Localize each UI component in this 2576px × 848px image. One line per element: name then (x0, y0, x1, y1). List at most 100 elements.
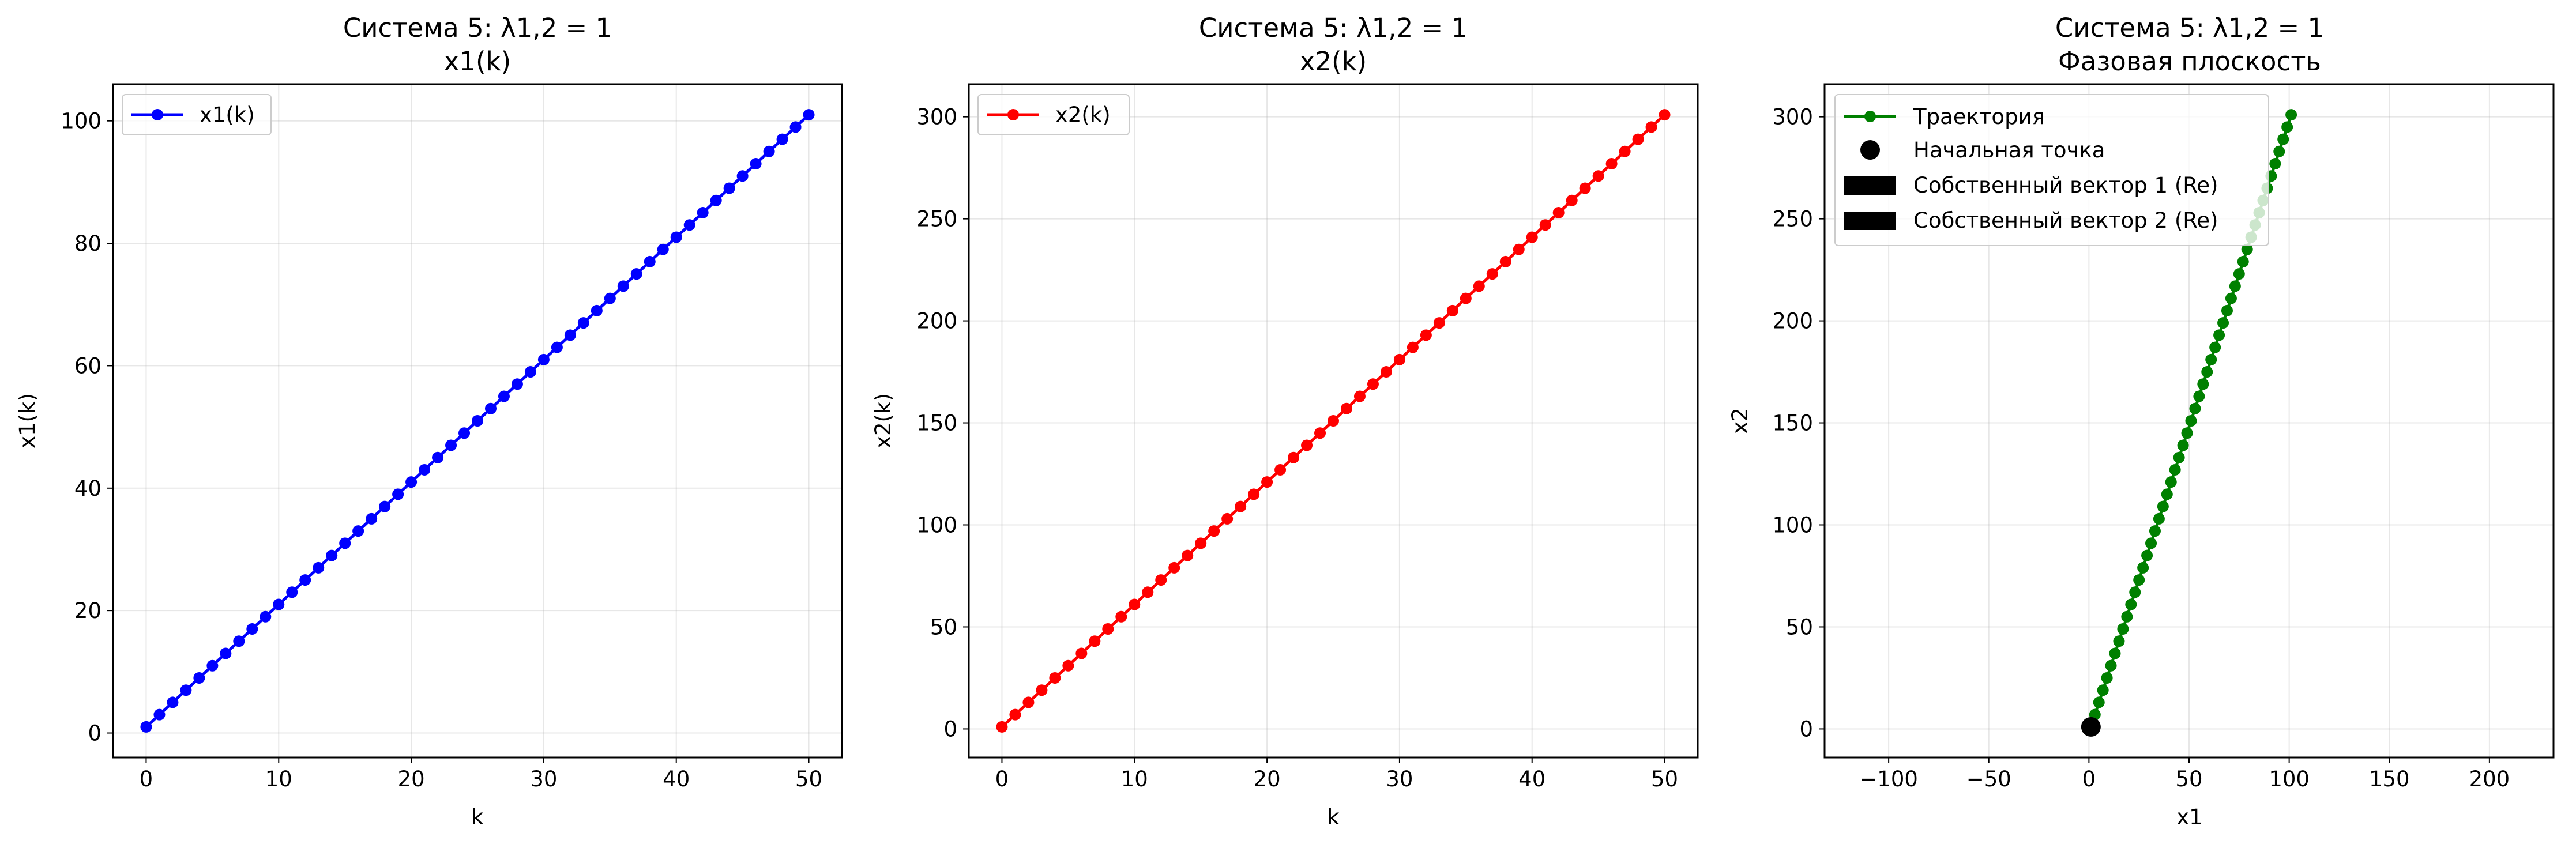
legend-marker (1007, 109, 1019, 120)
data-point (2281, 121, 2293, 133)
data-point (273, 598, 285, 610)
data-point (220, 647, 232, 659)
data-point (2173, 451, 2185, 463)
panel-title: Система 5: λ1,2 = 1 (343, 13, 612, 43)
x-tick-label: 30 (1386, 767, 1413, 792)
data-point (2197, 378, 2209, 390)
data-point (1393, 353, 1405, 365)
data-point (352, 525, 364, 537)
series-trajectory (2085, 109, 2297, 733)
y-tick-label: 60 (74, 353, 101, 378)
data-point (2273, 145, 2285, 157)
data-point (524, 366, 536, 378)
data-point (2181, 427, 2193, 439)
data-point (1288, 451, 1300, 463)
x-tick-label: 0 (140, 767, 153, 792)
y-tick-label: 250 (916, 207, 957, 232)
y-tick-label: 250 (1772, 207, 1813, 232)
x-axis-label: k (1327, 805, 1340, 830)
data-point (167, 696, 179, 708)
data-point (763, 145, 775, 157)
y-axis-label: x2(k) (871, 393, 896, 449)
data-point (1446, 304, 1458, 316)
y-tick-label: 150 (916, 411, 957, 436)
x-tick-label: 0 (2082, 767, 2096, 792)
data-point (2161, 488, 2173, 500)
y-tick-label: 20 (74, 598, 101, 623)
data-point (1235, 500, 1247, 512)
legend-label: x1(k) (200, 103, 255, 127)
data-point (432, 451, 444, 463)
data-point (604, 292, 616, 304)
data-point (1102, 623, 1114, 635)
data-point (2117, 623, 2129, 635)
data-point (630, 268, 642, 280)
x-tick-label: 30 (530, 767, 557, 792)
data-point (472, 415, 483, 427)
x-tick-label: 40 (1518, 767, 1545, 792)
panel-subtitle: x1(k) (444, 46, 511, 77)
plot-frame (1823, 83, 2555, 759)
data-point (1380, 366, 1392, 378)
data-point (2113, 635, 2125, 647)
data-point (445, 439, 457, 451)
ticks: −100 −50 0 50 100 150 200 0 50 100 150 200 250 300 (1772, 105, 2510, 792)
data-point (2225, 292, 2237, 304)
data-point (140, 721, 152, 733)
y-tick-label: 100 (1772, 513, 1813, 538)
ticks: 0 10 20 30 40 50 0 20 40 60 80 100 (61, 109, 822, 792)
data-point (2093, 696, 2105, 708)
data-point (1367, 378, 1379, 390)
data-point (657, 243, 669, 255)
ticks: 0 10 20 30 40 50 0 50 100 150 200 250 300 (916, 105, 1678, 792)
data-point (180, 684, 192, 696)
data-point (1328, 415, 1339, 427)
data-point (996, 721, 1008, 733)
y-tick-label: 50 (930, 615, 957, 639)
data-point (2201, 366, 2213, 378)
data-point (537, 353, 550, 365)
data-point (803, 109, 815, 121)
y-axis-label: x2 (1728, 408, 1753, 434)
y-tick-label: 150 (1772, 411, 1813, 436)
legend-marker-start (1860, 140, 1880, 160)
x-tick-label: 20 (398, 767, 425, 792)
y-tick-label: 0 (1799, 717, 1813, 741)
data-point (670, 231, 682, 243)
data-point (2157, 500, 2169, 512)
legend: x2(k) (977, 94, 1130, 135)
x-tick-label: 0 (995, 767, 1009, 792)
x-tick-label: 200 (2469, 767, 2510, 792)
y-tick-label: 50 (1786, 615, 1813, 639)
data-point (1460, 292, 1472, 304)
data-point (1075, 647, 1088, 659)
data-point (1486, 268, 1498, 280)
data-point (1340, 402, 1352, 414)
data-point (2137, 561, 2149, 574)
data-point (2141, 549, 2153, 561)
data-point (2213, 329, 2225, 341)
data-point (1274, 463, 1287, 476)
x-tick-label: −100 (1859, 767, 1918, 792)
data-point (1526, 231, 1538, 243)
y-tick-label: 80 (74, 231, 101, 256)
legend-patch-eigvec-1 (1844, 176, 1896, 195)
data-point (2177, 439, 2189, 451)
panel-title: Система 5: λ1,2 = 1 (2055, 13, 2324, 43)
data-point (1433, 317, 1445, 329)
data-point (1473, 280, 1485, 292)
legend-label: x2(k) (1055, 103, 1111, 127)
data-point (2269, 158, 2281, 170)
data-point (1049, 672, 1061, 684)
data-point (2193, 390, 2205, 402)
data-point (1407, 341, 1419, 353)
legend-box (122, 94, 272, 135)
data-point (2277, 133, 2289, 145)
data-point (551, 341, 563, 353)
y-tick-label: 300 (916, 105, 957, 130)
data-point (2097, 684, 2109, 696)
series-x2 (996, 109, 1671, 733)
data-point (1592, 170, 1604, 182)
data-point (1036, 684, 1048, 696)
